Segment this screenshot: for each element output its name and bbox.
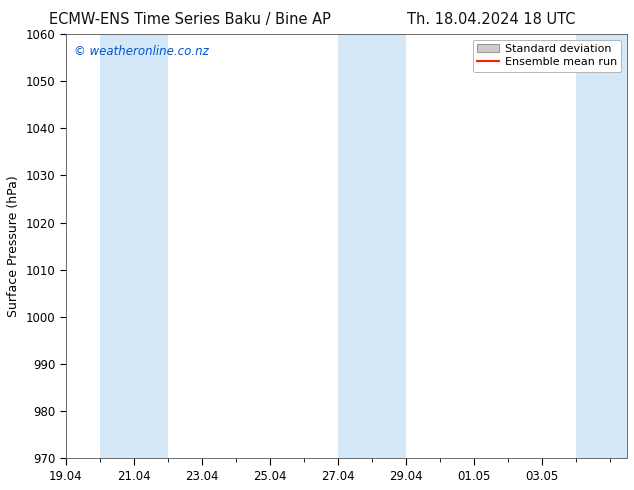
Legend: Standard deviation, Ensemble mean run: Standard deviation, Ensemble mean run bbox=[472, 40, 621, 72]
Text: Th. 18.04.2024 18 UTC: Th. 18.04.2024 18 UTC bbox=[407, 12, 576, 27]
Y-axis label: Surface Pressure (hPa): Surface Pressure (hPa) bbox=[7, 175, 20, 317]
Bar bbox=[576, 34, 627, 458]
Text: ECMW-ENS Time Series Baku / Bine AP: ECMW-ENS Time Series Baku / Bine AP bbox=[49, 12, 331, 27]
Text: © weatheronline.co.nz: © weatheronline.co.nz bbox=[74, 45, 209, 58]
Bar bbox=[338, 34, 406, 458]
Bar bbox=[100, 34, 168, 458]
